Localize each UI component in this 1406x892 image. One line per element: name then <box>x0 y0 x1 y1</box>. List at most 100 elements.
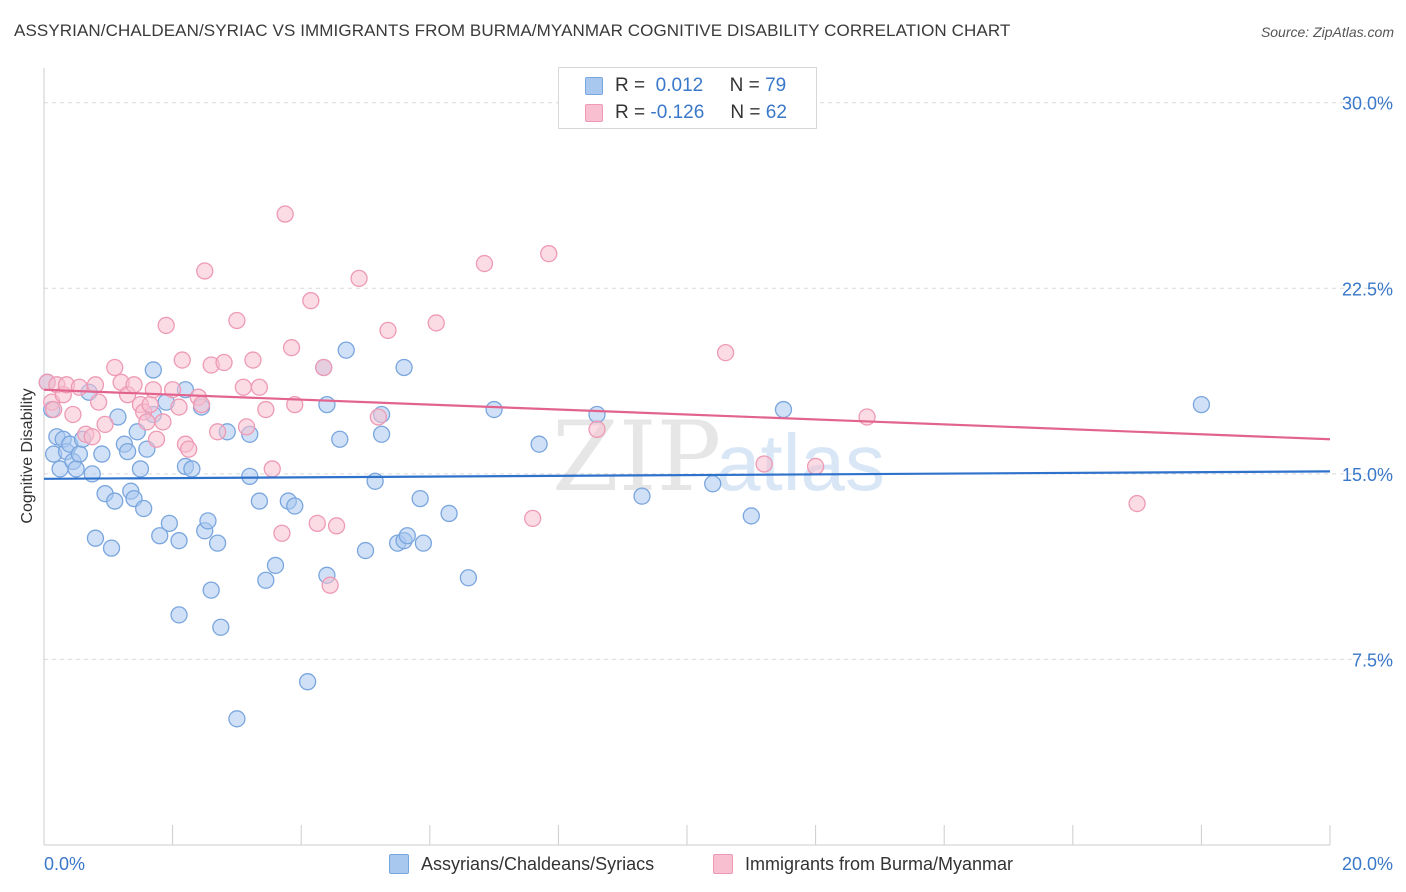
blue-point-67 <box>414 534 433 552</box>
blue-point-32 <box>160 514 179 533</box>
blue-point-74 <box>633 487 651 505</box>
blue-point-17 <box>102 539 121 557</box>
y-axis-label: Cognitive Disability <box>19 388 36 524</box>
pink-point-47 <box>302 292 320 310</box>
blue-point-56 <box>318 395 336 414</box>
pink-point-41 <box>257 400 275 419</box>
blue-point-60 <box>366 472 384 490</box>
pink-point-19 <box>138 413 156 431</box>
y-tick-label-0: 7.5% <box>1352 650 1393 670</box>
legend-label: Immigrants from Burma/Myanmar <box>745 853 1014 874</box>
blue-point-59 <box>356 541 375 560</box>
blue-point-40 <box>199 512 217 530</box>
y-tick-label-2: 22.5% <box>1342 279 1393 299</box>
blue-point-76 <box>742 507 760 525</box>
pink-point-13 <box>106 358 124 377</box>
pink-point-52 <box>350 269 368 288</box>
pink-point-54 <box>379 321 397 340</box>
legend-row-blue: R = 0.012 N = 79 <box>585 74 786 98</box>
r-value: -0.126 <box>650 102 705 123</box>
pink-point-57 <box>524 509 542 528</box>
pink-point-9 <box>83 428 101 446</box>
blue-point-19 <box>109 408 127 426</box>
pink-point-56 <box>475 254 494 273</box>
blue-point-10 <box>70 445 89 463</box>
pink-point-6 <box>64 405 82 424</box>
trend-lines <box>43 388 1331 480</box>
pink-point-45 <box>282 339 301 357</box>
pink-point-39 <box>244 351 262 369</box>
chart-title: ASSYRIAN/CHALDEAN/SYRIAC VS IMMIGRANTS F… <box>14 21 1011 40</box>
pink-point-53 <box>369 408 388 426</box>
n-label: N = <box>730 102 761 123</box>
blue-point-21 <box>118 442 137 461</box>
blue-point-45 <box>228 710 246 728</box>
pink-point-22 <box>147 430 166 448</box>
blue-point-66 <box>395 358 413 377</box>
pink-point-62 <box>806 457 825 476</box>
blue-point-65 <box>398 527 416 545</box>
pink-point-20 <box>141 395 159 414</box>
n-label: N = <box>729 75 760 96</box>
pink-point-48 <box>308 514 326 533</box>
pink-point-2 <box>44 400 63 419</box>
pink-point-31 <box>192 395 211 414</box>
blue-point-61 <box>372 425 391 443</box>
blue-swatch <box>389 854 409 874</box>
r-value: 0.012 <box>655 75 704 96</box>
r-label: R = <box>615 75 646 96</box>
pink-point-64 <box>1128 494 1146 513</box>
y-tick-label-3: 30.0% <box>1342 94 1393 114</box>
blue-point-70 <box>459 569 478 587</box>
blue-point-50 <box>266 556 285 575</box>
pink-point-50 <box>321 576 339 594</box>
blue-swatch <box>585 77 603 95</box>
blue-point-15 <box>93 445 111 463</box>
blue-point-73 <box>588 405 606 424</box>
blue-point-34 <box>170 532 188 550</box>
n-value: 62 <box>765 102 787 123</box>
n-value: 79 <box>765 75 787 96</box>
blue-point-53 <box>298 673 317 691</box>
pink-point-24 <box>157 316 175 335</box>
blue-point-72 <box>530 435 548 453</box>
x-tick-label-1: 20.0% <box>1342 854 1393 874</box>
pink-point-34 <box>208 423 227 441</box>
blue-point-33 <box>170 606 188 624</box>
y-tick-label-1: 15.0% <box>1342 465 1393 485</box>
pink-point-60 <box>716 343 735 362</box>
blue-point-71 <box>485 400 503 419</box>
pink-point-32 <box>196 262 214 280</box>
pink-point-12 <box>96 415 114 434</box>
pink-point-44 <box>276 205 294 223</box>
blue-point-18 <box>106 492 124 510</box>
blue-point-58 <box>337 341 355 359</box>
blue-point-48 <box>250 492 269 510</box>
source-label: Source: ZipAtlas.com <box>1260 24 1394 40</box>
watermark-atlas: atlas <box>716 418 885 507</box>
legend-item-pink: Immigrants from Burma/Myanmar <box>713 852 1013 876</box>
pink-point-58 <box>540 245 558 263</box>
pink-point-21 <box>144 381 162 399</box>
pink-point-7 <box>70 378 89 396</box>
pink-point-61 <box>755 455 773 473</box>
blue-trend-line <box>43 470 1331 480</box>
pink-point-51 <box>327 517 346 535</box>
pink-point-23 <box>154 413 172 431</box>
blue-point-78 <box>1192 395 1211 414</box>
pink-swatch <box>713 854 733 874</box>
legend-row-pink: R = -0.126 N = 62 <box>585 101 787 125</box>
pink-point-27 <box>173 351 191 369</box>
pink-trend-line <box>43 388 1331 441</box>
pink-point-59 <box>588 420 606 438</box>
blue-point-37 <box>183 460 201 478</box>
pink-swatch <box>585 104 603 122</box>
blue-point-68 <box>411 489 429 508</box>
blue-point-52 <box>286 497 304 515</box>
legend-item-blue: Assyrians/Chaldeans/Syriacs <box>389 852 654 876</box>
legend-label: Assyrians/Chaldeans/Syriacs <box>421 853 655 874</box>
pink-point-38 <box>237 418 256 436</box>
pink-point-36 <box>228 311 246 330</box>
blue-point-43 <box>212 618 230 636</box>
